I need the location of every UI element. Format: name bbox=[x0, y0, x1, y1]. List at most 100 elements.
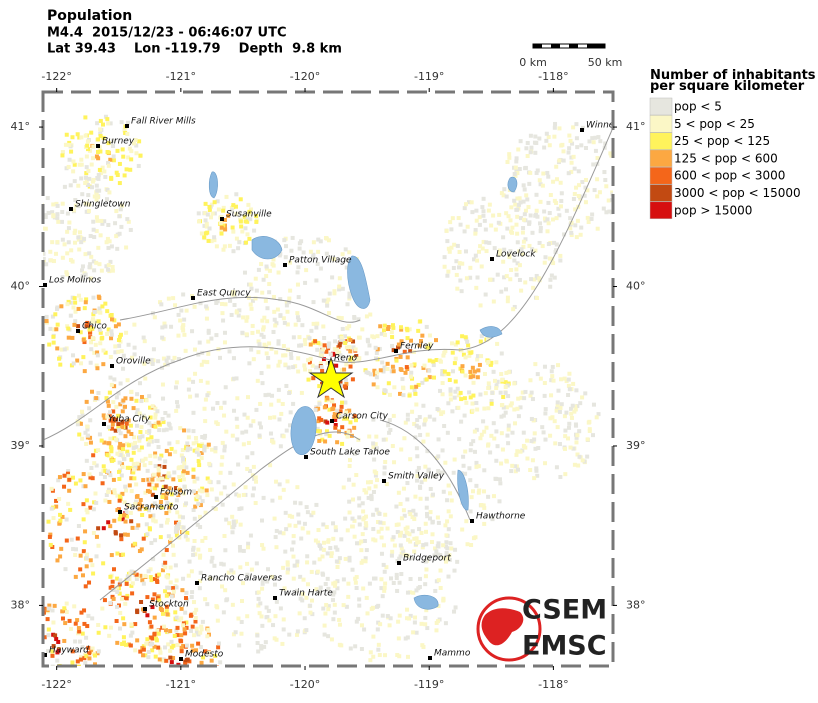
population-cell bbox=[94, 554, 99, 559]
population-cell bbox=[53, 251, 58, 256]
population-cell bbox=[96, 630, 101, 635]
population-cell bbox=[326, 607, 331, 612]
population-cell bbox=[220, 301, 225, 306]
population-cell bbox=[68, 507, 73, 512]
population-cell bbox=[389, 330, 394, 335]
population-cell bbox=[319, 365, 324, 370]
population-cell bbox=[569, 155, 574, 160]
population-cell bbox=[422, 422, 427, 427]
population-cell bbox=[546, 135, 551, 140]
population-cell bbox=[126, 219, 131, 224]
population-cell bbox=[330, 399, 335, 404]
city-marker bbox=[195, 581, 199, 585]
population-cell bbox=[419, 530, 424, 535]
population-cell bbox=[125, 576, 130, 581]
city-marker bbox=[102, 422, 106, 426]
population-cell bbox=[147, 428, 152, 433]
population-cell bbox=[131, 445, 136, 450]
population-cell bbox=[79, 236, 84, 241]
population-cell bbox=[155, 503, 160, 508]
population-cell bbox=[234, 416, 239, 421]
population-cell bbox=[344, 257, 349, 262]
population-cell bbox=[66, 469, 71, 474]
population-cell bbox=[203, 597, 208, 602]
population-cell bbox=[105, 309, 110, 314]
population-cell bbox=[92, 309, 97, 314]
population-cell bbox=[505, 226, 510, 231]
population-cell bbox=[250, 298, 255, 303]
population-cell bbox=[567, 371, 572, 376]
population-cell bbox=[322, 405, 327, 410]
population-cell bbox=[311, 376, 316, 381]
population-cell bbox=[104, 396, 109, 401]
population-cell bbox=[554, 216, 559, 221]
population-cell bbox=[339, 537, 344, 542]
city-label: Reno bbox=[334, 354, 357, 364]
population-cell bbox=[83, 181, 88, 186]
population-cell bbox=[233, 204, 238, 209]
population-cell bbox=[36, 643, 40, 647]
population-cell bbox=[90, 319, 95, 324]
city-marker bbox=[43, 283, 47, 287]
population-cell bbox=[117, 460, 122, 465]
population-cell bbox=[505, 383, 510, 388]
population-cell bbox=[245, 415, 250, 420]
city-label: Susanville bbox=[226, 210, 272, 220]
population-cell bbox=[347, 510, 352, 515]
population-cell bbox=[217, 641, 222, 646]
population-cell bbox=[173, 385, 178, 390]
lon-label-bottom: -120° bbox=[290, 678, 320, 691]
population-cell bbox=[362, 488, 367, 493]
population-cell bbox=[324, 525, 329, 530]
population-cell bbox=[446, 483, 451, 488]
population-cell bbox=[121, 447, 126, 452]
population-cell bbox=[538, 225, 543, 230]
population-cell bbox=[54, 504, 59, 509]
population-cell bbox=[230, 225, 235, 230]
population-cell bbox=[64, 517, 69, 522]
population-cell bbox=[319, 546, 324, 551]
population-cell bbox=[67, 140, 72, 145]
population-cell bbox=[110, 579, 115, 584]
population-cell bbox=[176, 522, 181, 527]
population-cell bbox=[382, 323, 387, 328]
population-cell bbox=[436, 437, 441, 442]
population-cell bbox=[167, 509, 172, 514]
population-cell bbox=[527, 221, 532, 226]
population-cell bbox=[455, 286, 460, 291]
population-cell bbox=[132, 435, 137, 440]
population-cell bbox=[87, 656, 92, 661]
population-cell bbox=[405, 497, 410, 502]
population-cell bbox=[374, 356, 379, 361]
population-cell bbox=[486, 494, 491, 499]
city-marker bbox=[304, 455, 308, 459]
population-cell bbox=[198, 645, 203, 650]
population-cell bbox=[230, 514, 235, 519]
population-cell bbox=[335, 579, 340, 584]
population-cell bbox=[196, 459, 201, 464]
population-cell bbox=[508, 277, 513, 282]
population-cell bbox=[343, 334, 348, 339]
population-cell bbox=[146, 442, 151, 447]
population-cell bbox=[308, 342, 313, 347]
population-cell bbox=[416, 382, 421, 387]
population-cell bbox=[463, 373, 468, 378]
population-cell bbox=[248, 468, 253, 473]
population-cell bbox=[296, 369, 301, 374]
population-cell bbox=[377, 511, 382, 516]
population-cell bbox=[150, 477, 155, 482]
population-cell bbox=[182, 332, 187, 337]
population-cell bbox=[397, 613, 402, 618]
map-frame bbox=[41, 90, 615, 668]
population-cell bbox=[95, 309, 100, 314]
population-cell bbox=[497, 248, 502, 253]
population-cell bbox=[272, 309, 277, 314]
population-cell bbox=[231, 519, 236, 524]
population-cell bbox=[518, 449, 523, 454]
population-cell bbox=[601, 206, 606, 211]
population-cell bbox=[67, 488, 72, 493]
population-cell bbox=[500, 402, 505, 407]
population-cell bbox=[55, 650, 60, 655]
population-cell bbox=[179, 649, 184, 654]
population-cell bbox=[64, 270, 69, 275]
